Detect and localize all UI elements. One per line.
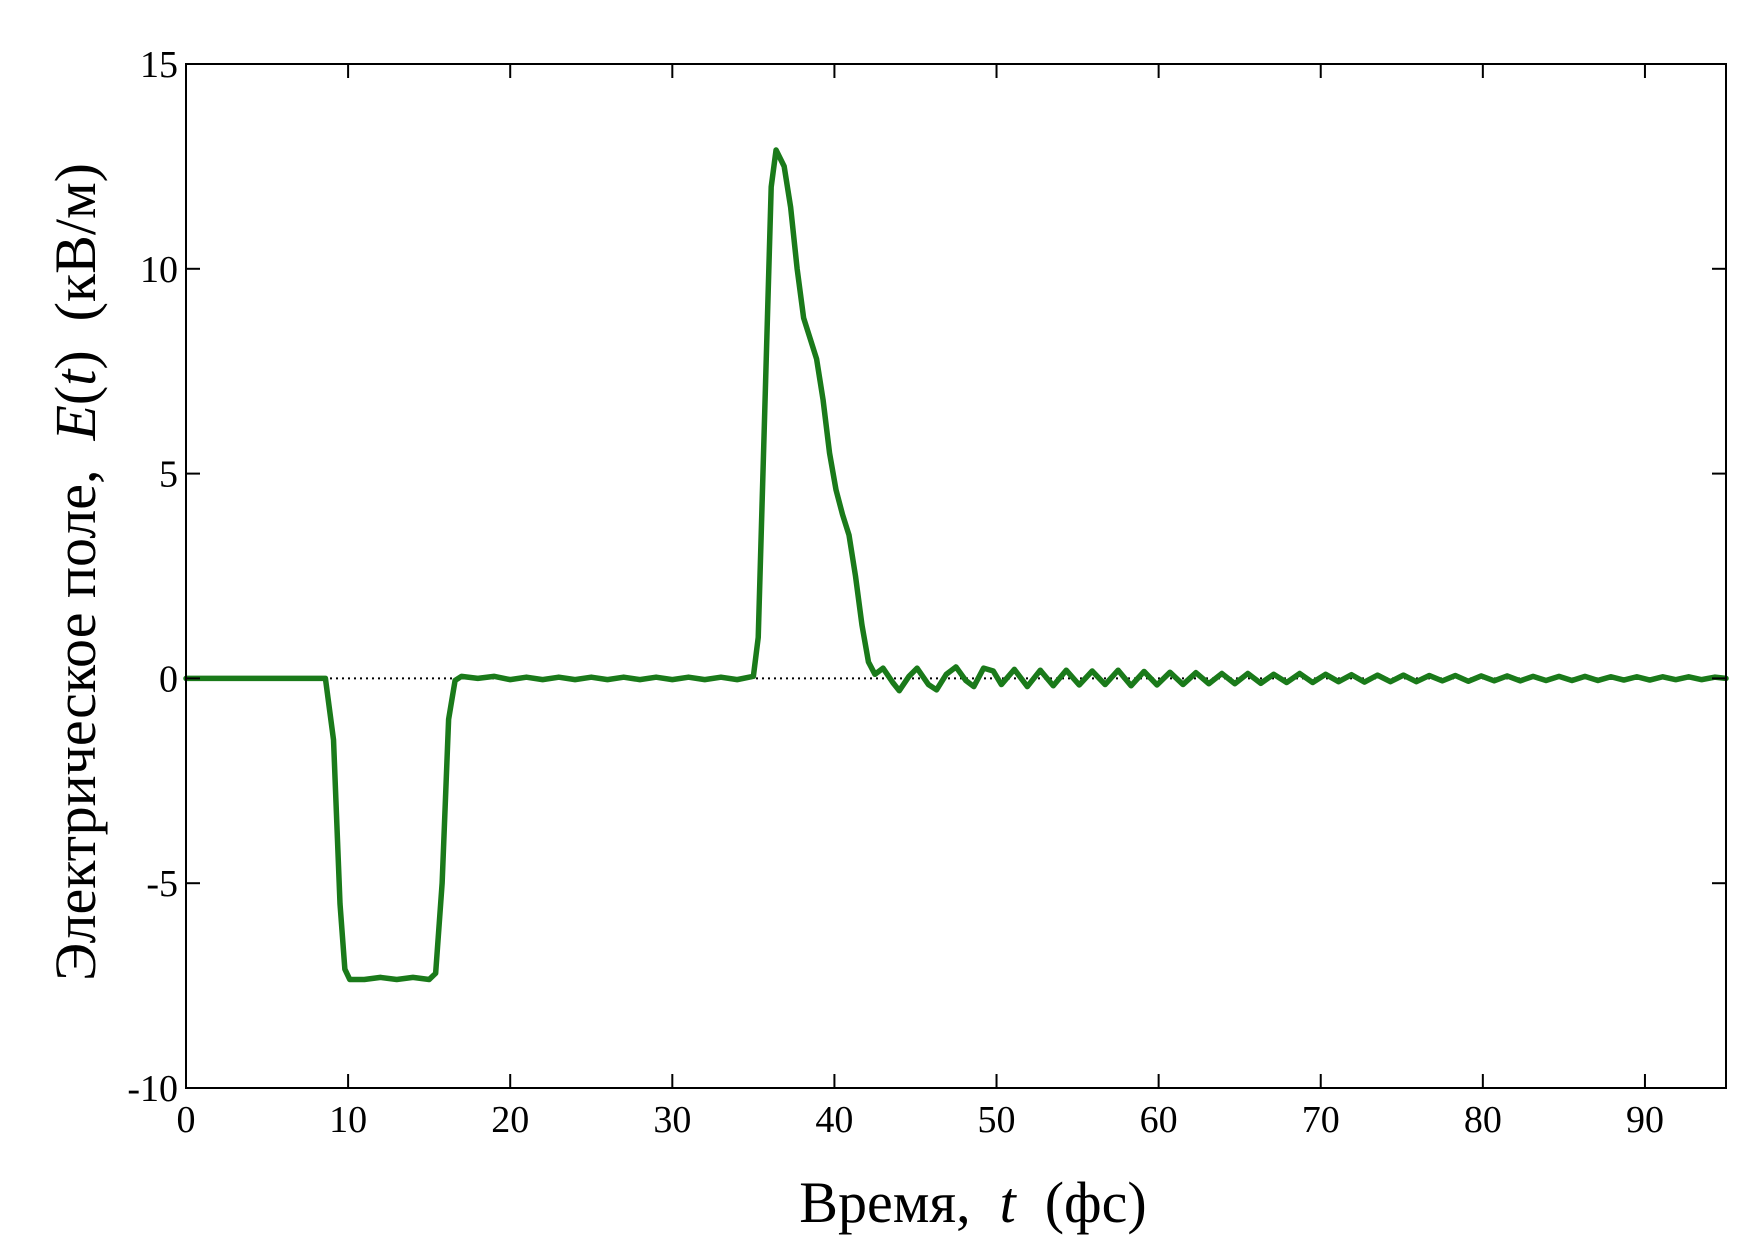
x-tick-label: 50 (978, 1099, 1016, 1141)
axis-ticks (185, 63, 1726, 1089)
x-tick-label: 70 (1302, 1099, 1340, 1141)
x-tick-label: 0 (177, 1099, 196, 1141)
x-tick-label: 10 (329, 1099, 367, 1141)
plot-area (183, 63, 1729, 1089)
x-tick-label: 40 (815, 1099, 853, 1141)
y-tick-label: -5 (146, 863, 178, 905)
x-tick-label: 30 (653, 1099, 691, 1141)
x-tick-label: 20 (491, 1099, 529, 1141)
y-tick-label: -10 (127, 1068, 178, 1110)
x-tick-label: 80 (1464, 1099, 1502, 1141)
y-tick-label: 5 (159, 454, 178, 496)
tick-labels: 0 10 20 30 40 50 60 70 80 90 -10 -5 0 5 10 15 (127, 44, 1664, 1141)
x-tick-label: 90 (1626, 1099, 1664, 1141)
x-tick-label: 60 (1140, 1099, 1178, 1141)
series-line-0 (183, 147, 1729, 983)
y-axis-label: Электрическое поле, E(t) (кВ/м) (43, 163, 108, 981)
y-tick-label: 10 (140, 249, 178, 291)
plot-frame (185, 63, 1727, 1089)
y-tick-label: 0 (159, 658, 178, 700)
y-tick-label: 15 (140, 44, 178, 86)
x-axis-label: Время, t (фс) (799, 1170, 1146, 1235)
